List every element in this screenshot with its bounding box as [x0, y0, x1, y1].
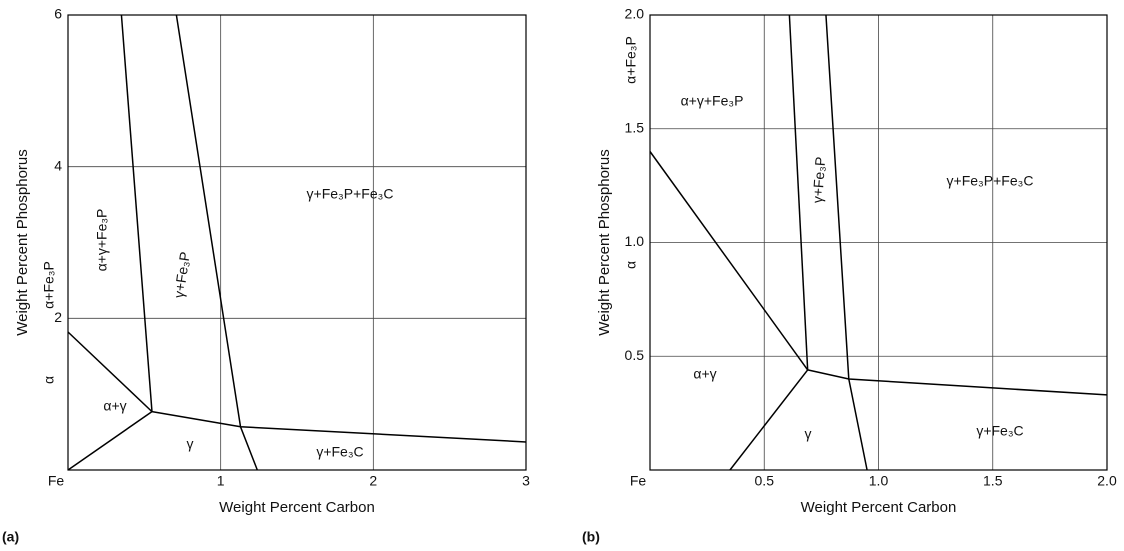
phase-boundary [151, 410, 527, 443]
y-tick-label: 2 [54, 309, 62, 325]
region-label: γ+Fe₃P [171, 251, 193, 299]
region-label: α+γ [693, 366, 716, 382]
y-tick-label: 6 [54, 6, 62, 22]
region-label: α+γ+Fe₃P [681, 93, 744, 109]
y-tick-label: 4 [54, 157, 62, 173]
y-tick-label: 2.0 [625, 6, 645, 22]
x-tick-label: 2.0 [1097, 473, 1117, 489]
region-label: α [41, 376, 57, 384]
panel-label: (b) [582, 529, 600, 545]
x-tick-label: 3 [522, 473, 530, 489]
plot-frame [67, 14, 527, 471]
y-tick-label: 1.5 [625, 119, 645, 135]
plot-frame [649, 14, 1108, 471]
y-tick-label: 0.5 [625, 347, 645, 363]
region-label: α+γ [103, 398, 126, 414]
region-label: γ [187, 436, 194, 452]
region-label: γ+Fe₃P [809, 156, 828, 204]
phase-boundary [120, 14, 153, 412]
x-tick-label: Fe [48, 473, 65, 489]
phase-boundary [175, 14, 259, 471]
phase-boundary [67, 331, 153, 413]
panel-label: (a) [2, 529, 19, 545]
region-label: γ [805, 426, 812, 442]
region-label: α [623, 261, 639, 269]
x-tick-label: Fe [630, 473, 647, 489]
region-label: γ+Fe₃C [316, 444, 363, 460]
x-tick-label: 1 [217, 473, 225, 489]
x-tick-label: 1.5 [983, 473, 1003, 489]
phase-boundary [807, 369, 1108, 396]
region-label: α+γ+Fe₃P [94, 209, 110, 272]
region-label: γ+Fe₃P+Fe₃C [307, 186, 394, 202]
phase-boundary [67, 410, 153, 471]
x-tick-label: 2 [369, 473, 377, 489]
x-axis-label: Weight Percent Carbon [219, 499, 375, 516]
phase-boundary [788, 14, 809, 370]
phase-boundary [649, 151, 809, 371]
region-label: γ+Fe₃C [976, 423, 1023, 439]
y-tick-label: 1.0 [625, 233, 645, 249]
phase-boundary [729, 369, 809, 471]
region-label: α+Fe₃P [623, 36, 639, 84]
x-tick-label: 0.5 [755, 473, 775, 489]
x-tick-label: 1.0 [869, 473, 889, 489]
x-axis-label: Weight Percent Carbon [801, 499, 957, 516]
y-axis-label: Weight Percent Phosphorus [14, 149, 31, 336]
region-label: α+Fe₃P [41, 261, 57, 309]
y-axis-label: Weight Percent Phosphorus [596, 149, 613, 336]
region-label: γ+Fe₃P+Fe₃C [947, 173, 1034, 189]
